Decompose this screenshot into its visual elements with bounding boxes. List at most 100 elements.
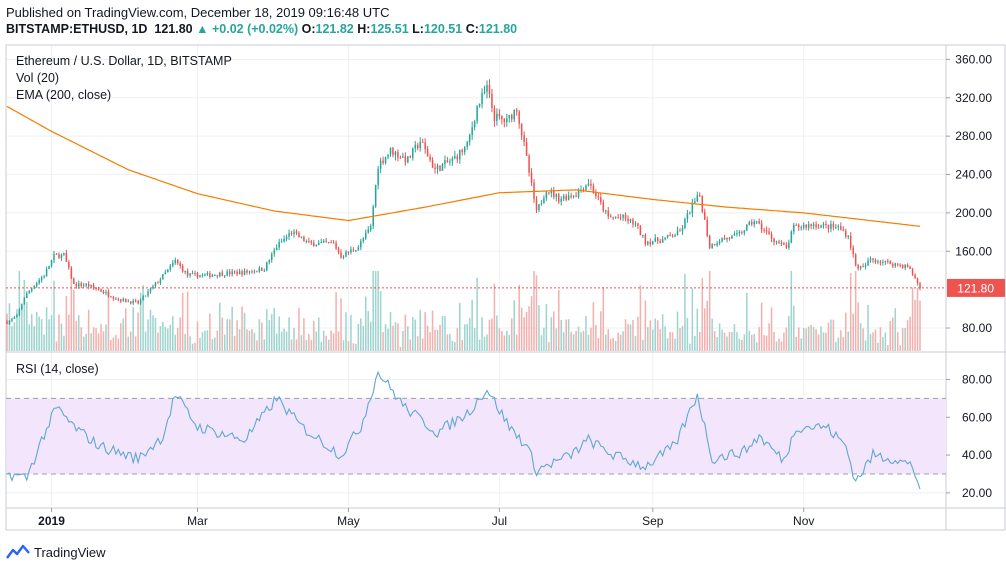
candle-body [914,274,916,279]
volume-bar [404,314,407,351]
candle-body [837,226,840,228]
candle-body [412,148,414,158]
candle-body [310,241,313,243]
volume-bar [768,323,770,351]
volume-bar [506,330,508,351]
volume-bar [530,296,533,351]
volume-bar [788,315,790,351]
volume-bar [790,271,793,351]
volume-bar [115,334,117,351]
volume-bar [300,335,303,351]
volume-bar [134,336,137,351]
volume-bar [550,317,553,351]
volume-bar [444,316,446,351]
volume-bar [872,332,874,351]
candle-body [424,142,426,150]
candle-body [33,286,35,289]
candle-body [691,202,694,214]
close-value: 121.80 [478,22,518,36]
candle-body [53,253,55,261]
candle-body [575,195,577,197]
candle-body [496,113,498,122]
candle-body [201,274,204,276]
volume-bar [288,317,290,351]
volume-bar [40,319,43,351]
volume-bar [666,338,669,351]
volume-bar [580,332,582,351]
volume-bar [639,285,642,351]
high-value: 125.51 [370,22,409,36]
candle-body [513,109,515,120]
candle-body [283,238,285,242]
price-tick-label: 320.00 [955,91,992,105]
price-change: +0.02 (+0.02%) [211,22,299,36]
candle-body [65,253,68,262]
candle-body [773,238,775,243]
volume-bar [243,312,246,351]
volume-bar [236,320,238,351]
candle-body [73,278,75,284]
volume-bar [377,271,379,351]
volume-bar [486,334,488,351]
volume-bar [570,331,572,351]
candle-body [90,285,92,287]
volume-bar [270,314,273,351]
candle-body [327,242,330,244]
candle-body [887,260,889,262]
volume-bar [105,324,107,351]
volume-bar [268,320,271,351]
open-value: 121.82 [315,22,354,36]
candle-body [632,219,634,225]
volume-bar [251,329,253,351]
volume-bar [446,334,449,351]
volume-bar [545,303,548,351]
candle-body [852,247,854,255]
volume-bar [661,314,664,351]
candle-body [473,121,476,128]
candle-body [162,274,164,280]
volume-bar [889,321,892,351]
candle-body [785,244,788,248]
candle-body [884,260,887,262]
volume-bar [449,333,451,351]
volume-bar [184,334,186,351]
candle-body [825,223,827,225]
candle-body [392,147,394,156]
volume-bar [879,327,882,351]
candle-body [13,317,16,319]
volume-bar [849,273,852,351]
volume-bar [38,316,40,351]
volume-bar [35,311,38,351]
candle-body [788,242,790,248]
candle-body [421,141,424,143]
candle-body [270,253,273,261]
candle-body [275,247,278,251]
volume-bar [327,339,330,351]
candle-body [70,267,73,279]
last-price-label: 121.80 [957,281,994,295]
volume-bar [716,337,718,351]
volume-bar [216,330,219,351]
rsi-band [6,397,946,475]
candle-body [134,300,137,302]
candle-body [624,214,627,219]
volume-bar [822,332,825,351]
candle-body [483,91,486,94]
volume-bar [701,278,704,351]
candle-body [463,146,466,152]
candle-body [543,198,545,204]
candle-body [684,219,686,229]
candle-body [842,229,845,231]
candle-body [268,260,271,263]
volume-bar [456,328,459,351]
candle-body [102,291,105,294]
volume-bar [409,339,412,351]
candle-body [793,224,795,232]
candle-body [451,158,454,162]
candle-body [666,235,669,238]
candle-body [367,229,370,233]
candle-body [236,271,238,275]
candle-body [290,233,293,235]
candle-body [471,127,473,135]
